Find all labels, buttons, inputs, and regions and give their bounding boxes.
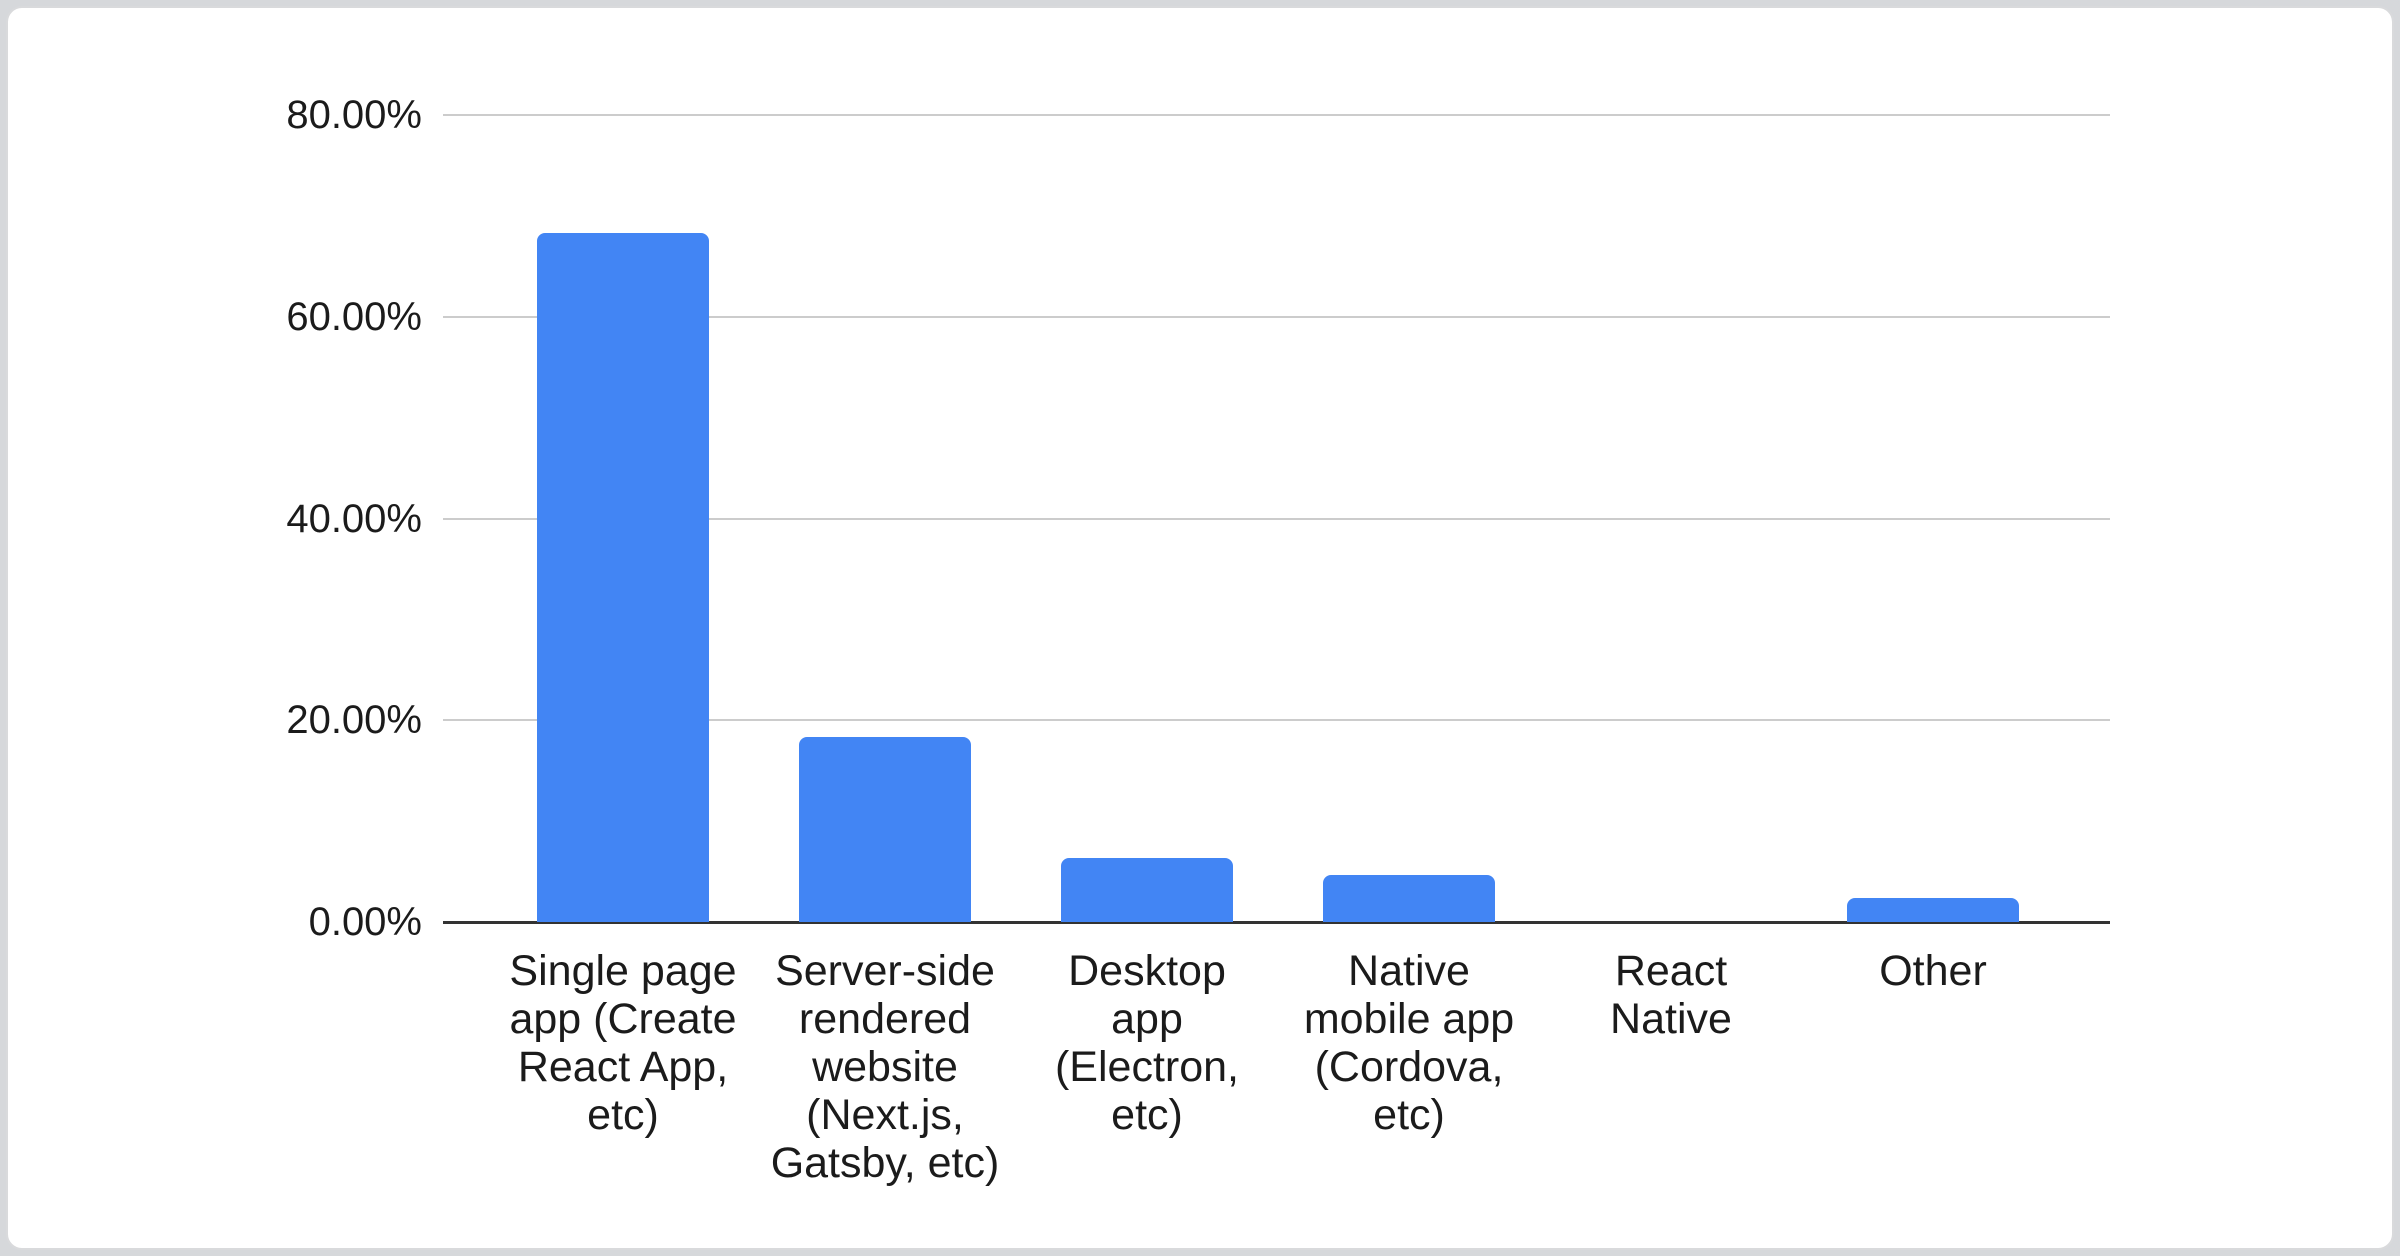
y-tick-label: 0.00%: [308, 900, 422, 944]
y-tick-label: 40.00%: [286, 496, 422, 541]
x-tick-label: Desktop app (Electron, etc): [1054, 947, 1239, 1139]
x-tick-label: Server-side rendered website (Next.js, G…: [770, 947, 1000, 1187]
gridline: [443, 315, 2110, 318]
bar[interactable]: [1061, 858, 1233, 922]
x-tick-label: Native mobile app (Cordova, etc): [1303, 947, 1515, 1139]
chart-card: [6, 6, 2394, 1250]
x-axis-baseline: [443, 920, 2110, 924]
bar[interactable]: [1323, 875, 1495, 922]
gridline: [443, 517, 2110, 520]
y-tick-label: 60.00%: [286, 294, 422, 339]
gridline: [443, 114, 2110, 116]
x-tick-label: Other: [1879, 947, 1987, 995]
bar[interactable]: [1847, 898, 2019, 922]
bar[interactable]: [799, 737, 971, 922]
y-tick-label: 80.00%: [286, 93, 422, 137]
x-tick-label: React Native: [1610, 947, 1732, 1043]
gridline: [443, 719, 2110, 722]
x-tick-label: Single page app (Create React App, etc): [509, 947, 737, 1139]
y-tick-label: 20.00%: [286, 698, 422, 743]
bar[interactable]: [537, 233, 709, 922]
